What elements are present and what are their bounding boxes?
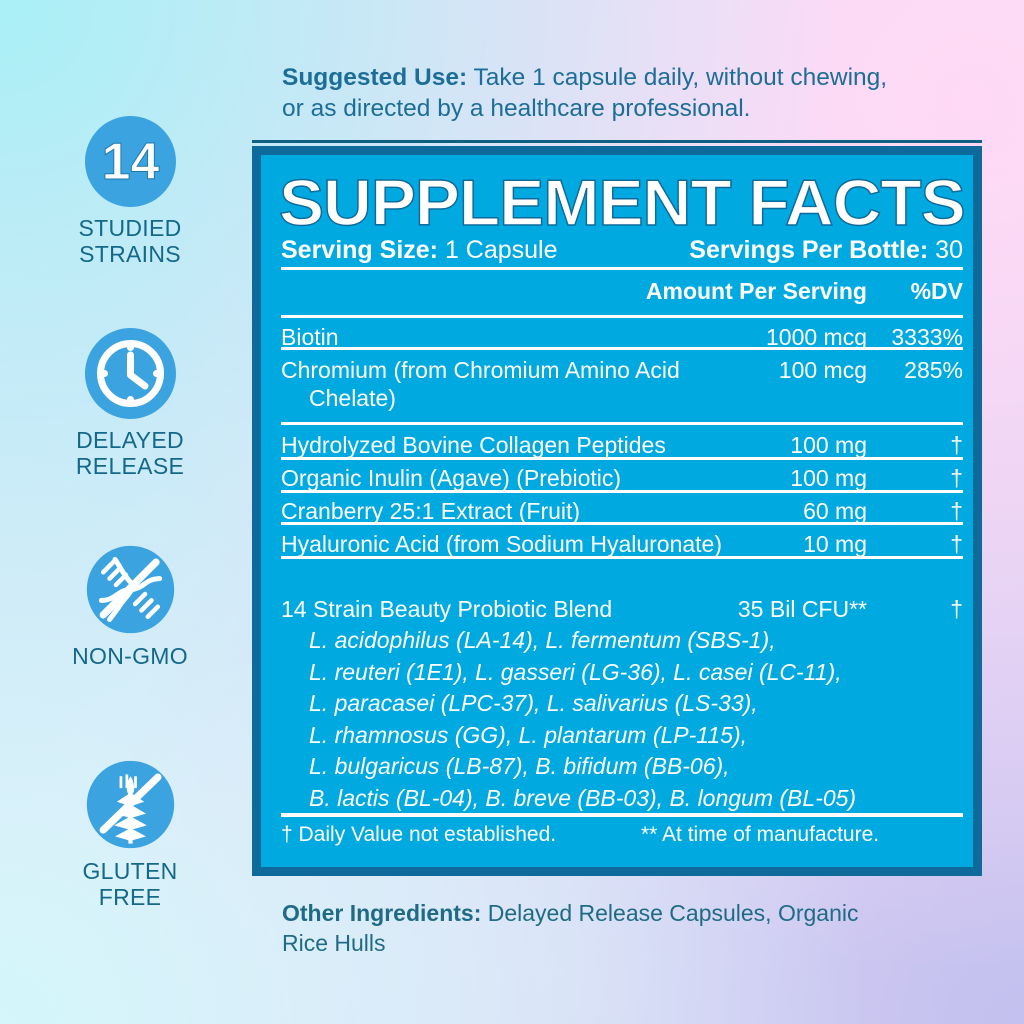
svg-text:14: 14 [101,133,159,191]
